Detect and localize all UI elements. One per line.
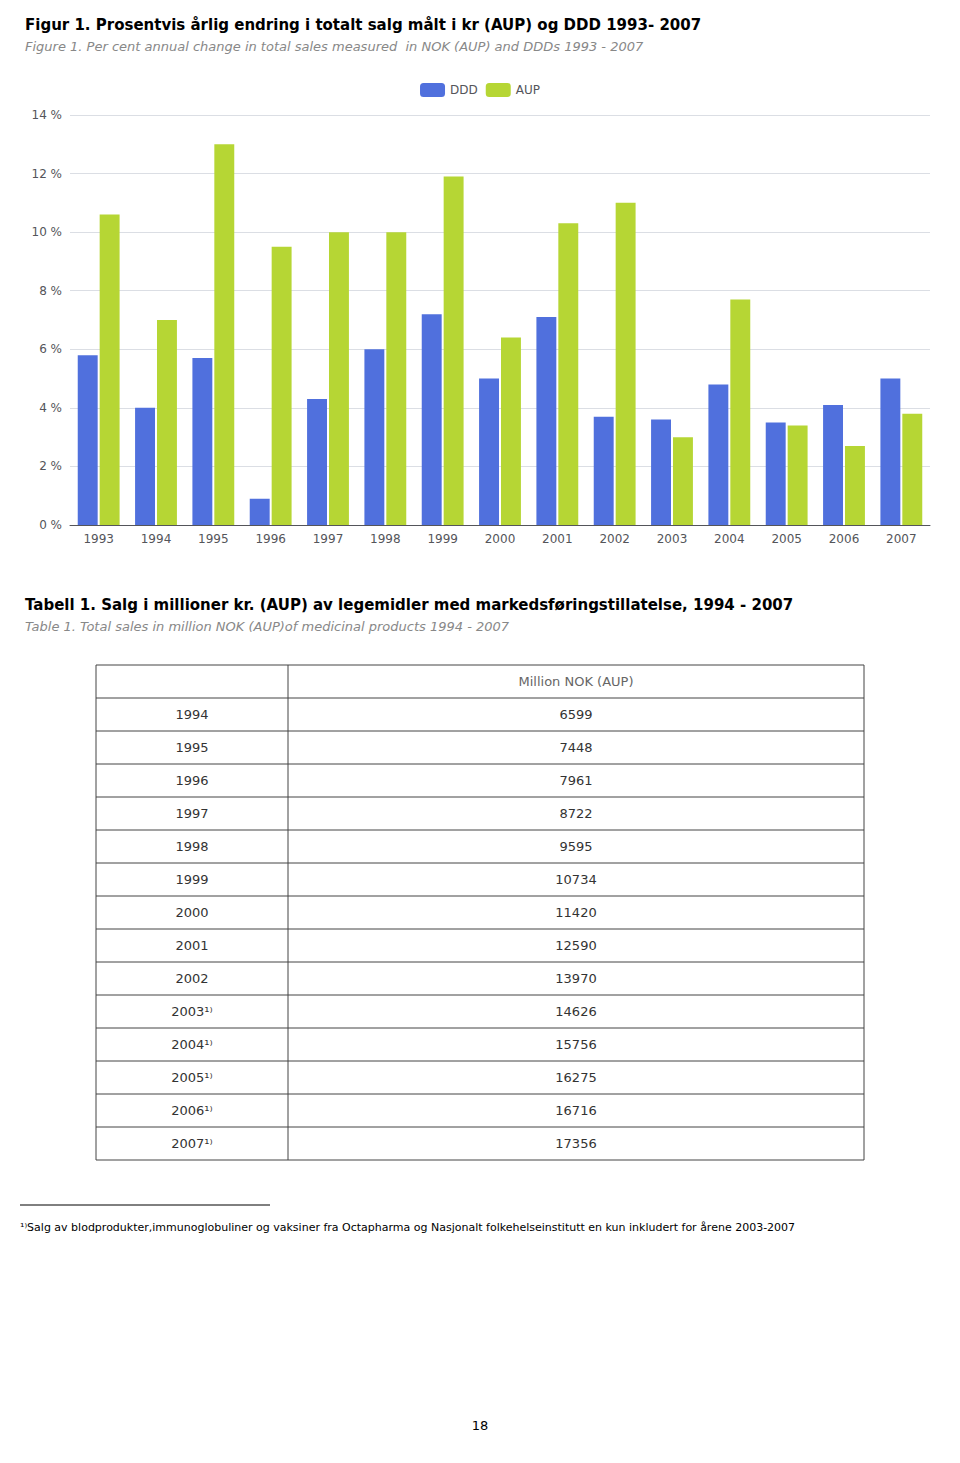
- svg-text:8722: 8722: [559, 806, 592, 821]
- svg-text:16716: 16716: [555, 1103, 596, 1118]
- svg-text:1993: 1993: [83, 532, 114, 546]
- svg-text:Million NOK (AUP): Million NOK (AUP): [519, 674, 634, 689]
- svg-text:2006¹⁾: 2006¹⁾: [171, 1103, 213, 1118]
- svg-text:Tabell 1. Salg i millioner kr.: Tabell 1. Salg i millioner kr. (AUP) av …: [25, 596, 793, 614]
- svg-text:1998: 1998: [370, 532, 401, 546]
- svg-text:Table 1. Total sales in millio: Table 1. Total sales in million NOK (AUP…: [25, 619, 510, 634]
- svg-text:2001: 2001: [542, 532, 573, 546]
- svg-text:17356: 17356: [555, 1136, 596, 1151]
- svg-text:7448: 7448: [559, 740, 592, 755]
- svg-text:1999: 1999: [427, 532, 458, 546]
- svg-text:2007¹⁾: 2007¹⁾: [171, 1136, 213, 1151]
- svg-text:Figure 1. Per cent annual chan: Figure 1. Per cent annual change in tota…: [25, 39, 644, 54]
- svg-text:16275: 16275: [555, 1070, 596, 1085]
- svg-text:11420: 11420: [555, 905, 596, 920]
- svg-text:2004¹⁾: 2004¹⁾: [171, 1037, 213, 1052]
- svg-text:2001: 2001: [175, 938, 208, 953]
- svg-text:2005¹⁾: 2005¹⁾: [171, 1070, 213, 1085]
- svg-text:14626: 14626: [555, 1004, 596, 1019]
- svg-text:Figur 1. Prosentvis årlig endr: Figur 1. Prosentvis årlig endring i tota…: [25, 16, 701, 34]
- svg-text:1997: 1997: [175, 806, 208, 821]
- svg-text:4 %: 4 %: [39, 401, 62, 415]
- svg-text:2 %: 2 %: [39, 459, 62, 473]
- svg-text:1999: 1999: [175, 872, 208, 887]
- svg-text:2006: 2006: [829, 532, 860, 546]
- svg-text:13970: 13970: [555, 971, 596, 986]
- svg-text:AUP: AUP: [516, 83, 540, 97]
- svg-text:1997: 1997: [313, 532, 344, 546]
- svg-text:DDD: DDD: [450, 83, 478, 97]
- svg-text:6 %: 6 %: [39, 342, 62, 356]
- svg-text:14 %: 14 %: [32, 108, 63, 122]
- svg-text:15756: 15756: [555, 1037, 596, 1052]
- svg-text:2003: 2003: [657, 532, 688, 546]
- svg-text:6599: 6599: [559, 707, 592, 722]
- svg-text:1996: 1996: [255, 532, 286, 546]
- svg-text:10 %: 10 %: [32, 225, 63, 239]
- svg-text:2002: 2002: [599, 532, 630, 546]
- svg-text:2005: 2005: [771, 532, 802, 546]
- svg-text:2000: 2000: [175, 905, 208, 920]
- svg-text:12590: 12590: [555, 938, 596, 953]
- svg-text:1995: 1995: [175, 740, 208, 755]
- svg-text:1995: 1995: [198, 532, 229, 546]
- svg-text:1996: 1996: [175, 773, 208, 788]
- svg-text:2004: 2004: [714, 532, 745, 546]
- svg-text:8 %: 8 %: [39, 284, 62, 298]
- svg-text:¹⁾Salg av blodprodukter,immuno: ¹⁾Salg av blodprodukter,immunoglobuliner…: [20, 1221, 795, 1234]
- svg-text:1994: 1994: [175, 707, 208, 722]
- svg-text:1994: 1994: [141, 532, 172, 546]
- svg-text:2002: 2002: [175, 971, 208, 986]
- svg-text:7961: 7961: [559, 773, 592, 788]
- svg-text:2007: 2007: [886, 532, 917, 546]
- svg-text:10734: 10734: [555, 872, 596, 887]
- svg-text:18: 18: [472, 1418, 489, 1433]
- svg-text:1998: 1998: [175, 839, 208, 854]
- svg-text:9595: 9595: [559, 839, 592, 854]
- svg-text:2003¹⁾: 2003¹⁾: [171, 1004, 213, 1019]
- svg-text:12 %: 12 %: [32, 167, 63, 181]
- svg-text:2000: 2000: [485, 532, 516, 546]
- svg-text:0 %: 0 %: [39, 518, 62, 532]
